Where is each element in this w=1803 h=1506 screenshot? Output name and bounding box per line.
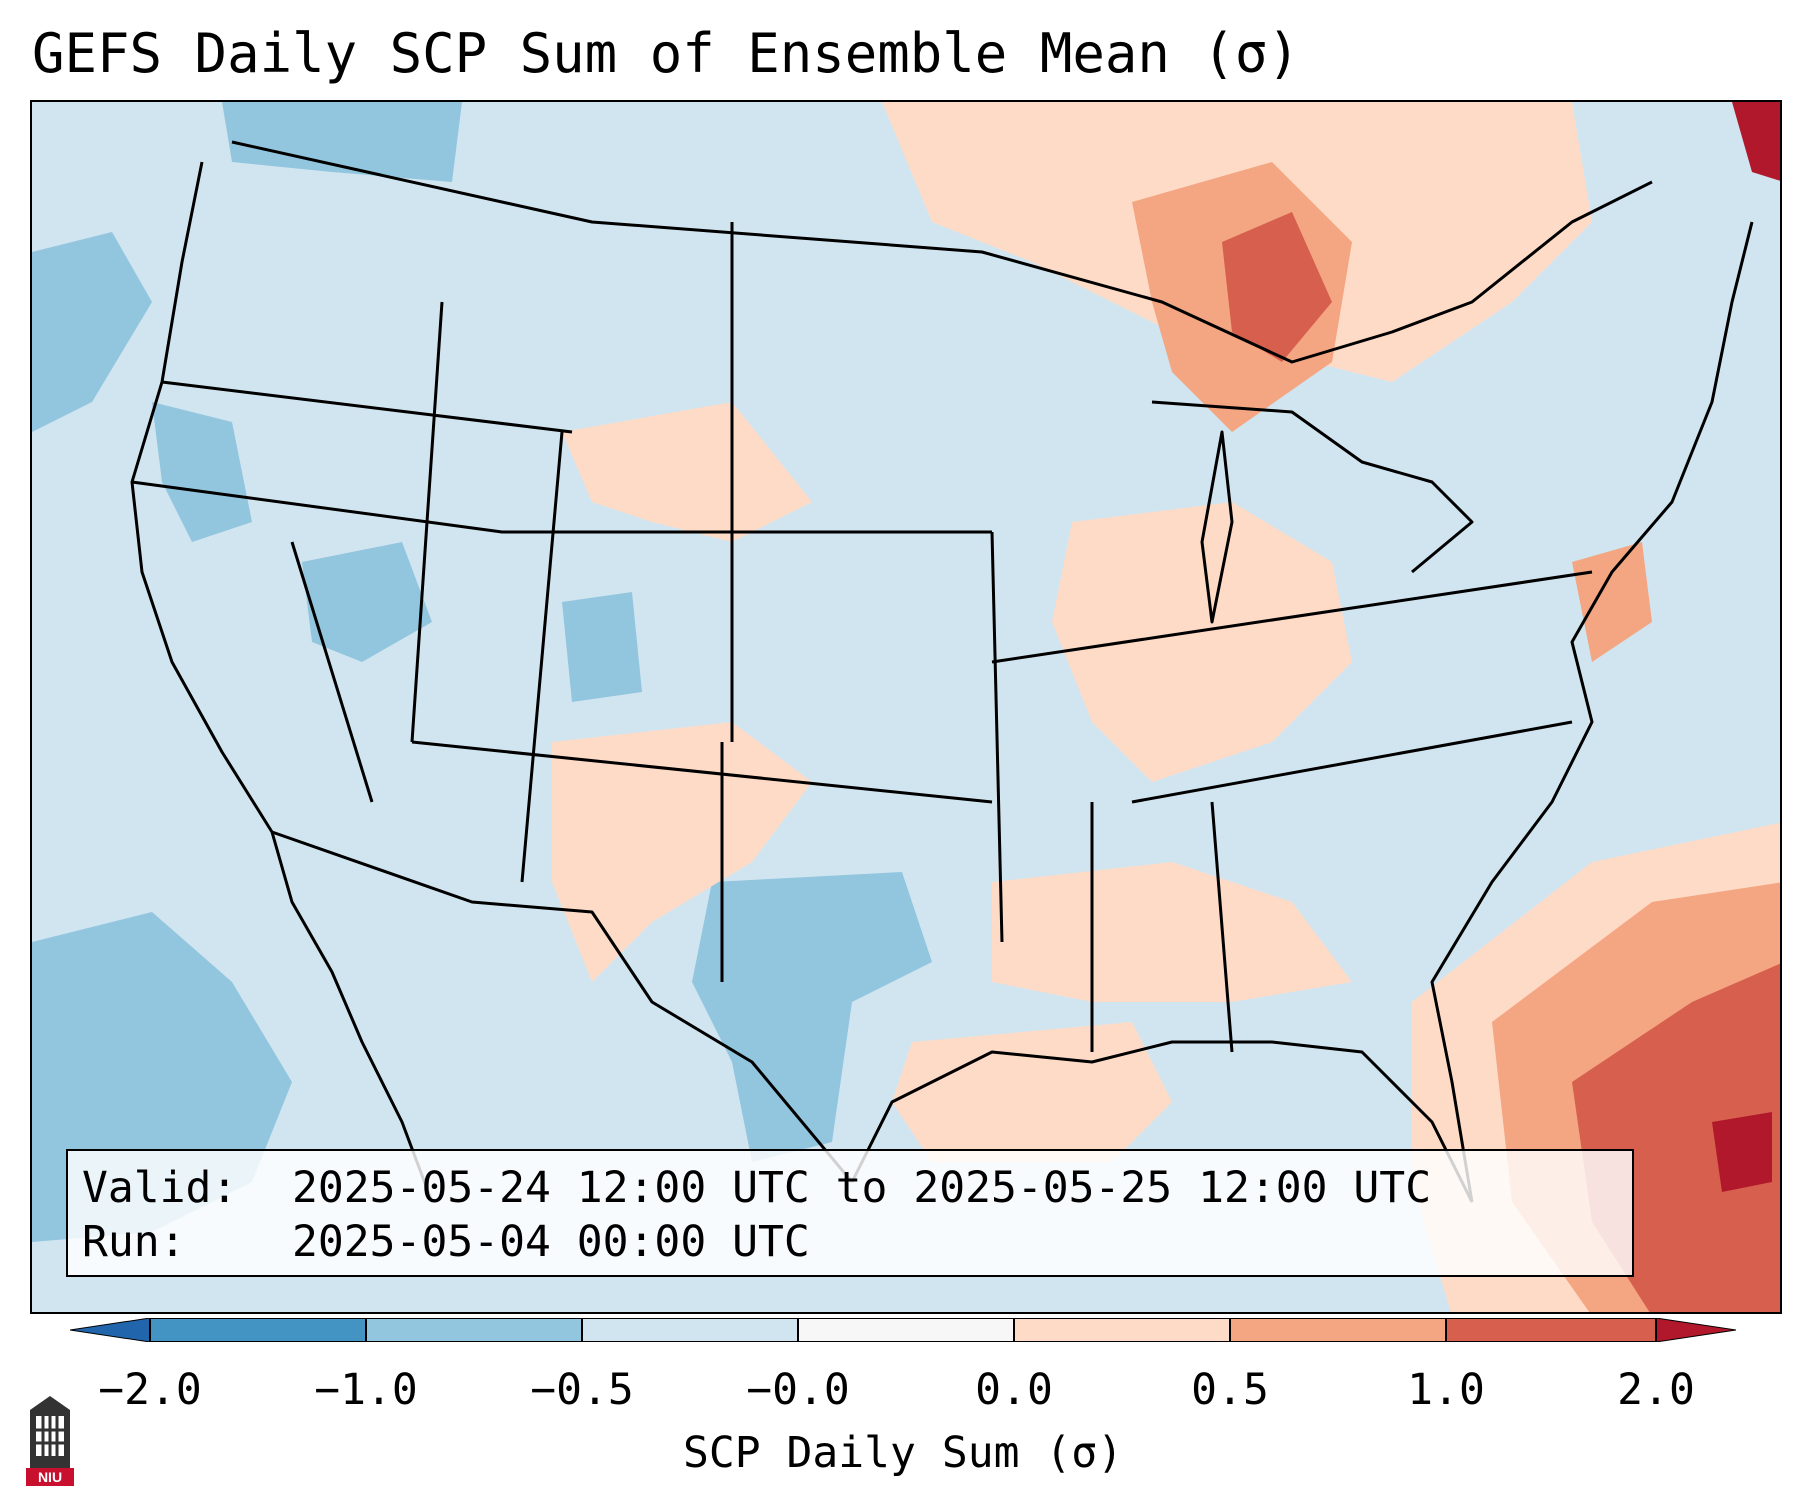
field-region-northeast-max	[1732, 102, 1780, 181]
great-lakes	[1151, 400, 1474, 574]
colorbar-label: SCP Daily Sum (σ)	[682, 1428, 1124, 1478]
colorbar-tick-label-2: −0.5	[530, 1365, 634, 1415]
colorbar-bin-1	[366, 1318, 582, 1342]
field-region-california-negative	[152, 402, 252, 542]
map-canvas	[32, 102, 1780, 1312]
valid-label: Valid:	[82, 1163, 238, 1213]
state-line-5	[990, 531, 1004, 943]
field-region-newmexico-positive	[552, 722, 812, 982]
chart-title: GEFS Daily SCP Sum of Ensemble Mean (σ)	[32, 22, 1300, 85]
state-line-10	[1131, 720, 1573, 804]
east-coast	[1430, 221, 1754, 1203]
state-line-6	[520, 431, 564, 883]
colorbar-ticks	[149, 1318, 1657, 1342]
state-line-12	[1210, 801, 1234, 1053]
colorbar-bin-4	[1014, 1318, 1230, 1342]
niu-logo-icon: NIU	[26, 1396, 74, 1486]
colorbar-bin-0	[150, 1318, 366, 1342]
state-line-3	[411, 740, 993, 804]
state-line-9	[991, 570, 1593, 664]
colorbar-tick-label-1: −1.0	[314, 1365, 418, 1415]
state-line-13	[290, 541, 374, 803]
field-region-texas-negative	[692, 872, 932, 1162]
colorbar-over-extension	[1655, 1318, 1736, 1342]
field-region-midwest-positive	[1052, 502, 1352, 782]
colorbar-tick-label-3: −0.0	[746, 1365, 850, 1415]
colorbar-bin-5	[1230, 1318, 1446, 1342]
colorbar-bin-6	[1446, 1318, 1656, 1342]
field-region-pacific-negative	[32, 232, 152, 432]
colorbar-tick-label-4: 0.0	[975, 1365, 1053, 1415]
field-region-caribbean-max	[1712, 1112, 1772, 1192]
valid-value: 2025-05-24 12:00 UTC to 2025-05-25 12:00…	[292, 1163, 1432, 1213]
field-region-plains-positive	[562, 402, 812, 542]
us-mexico-border	[271, 830, 854, 1183]
field-region-washington-negative	[222, 102, 462, 182]
field-region-colorado-negative	[562, 592, 642, 702]
state-line-7	[410, 301, 444, 743]
boundaries	[130, 140, 1754, 1203]
colorbar-tick-label-6: 1.0	[1407, 1365, 1485, 1415]
field-region-eastcoast-moderate	[1572, 542, 1652, 662]
gulf-coast	[850, 1040, 1474, 1203]
field-region-ontario-strong	[1222, 212, 1332, 362]
colorbar	[70, 1318, 1736, 1342]
colorbar-tick-label-5: 0.5	[1191, 1365, 1269, 1415]
map-panel	[30, 100, 1782, 1314]
lake-michigan	[1200, 430, 1234, 624]
scp-field	[32, 102, 1780, 1312]
field-region-south-positive	[992, 862, 1352, 1002]
run-value: 2025-05-04 00:00 UTC	[292, 1217, 810, 1267]
field-region-utah-negative	[302, 542, 432, 662]
colorbar-under-extension	[70, 1318, 151, 1342]
colorbar-bin-2	[582, 1318, 798, 1342]
state-line-2	[131, 480, 992, 534]
logo-text: NIU	[38, 1469, 62, 1485]
colorbar-bin-3	[798, 1318, 1014, 1342]
colorbar-tick-label-7: 2.0	[1617, 1365, 1695, 1415]
run-label: Run:	[82, 1217, 186, 1267]
field-region-gulf-positive	[892, 1022, 1172, 1162]
us-canada-border	[231, 140, 1653, 364]
validity-box: Valid: 2025-05-24 12:00 UTC to 2025-05-25…	[66, 1149, 1634, 1277]
state-line-1	[161, 380, 573, 434]
colorbar-tick-label-0: −2.0	[98, 1365, 202, 1415]
